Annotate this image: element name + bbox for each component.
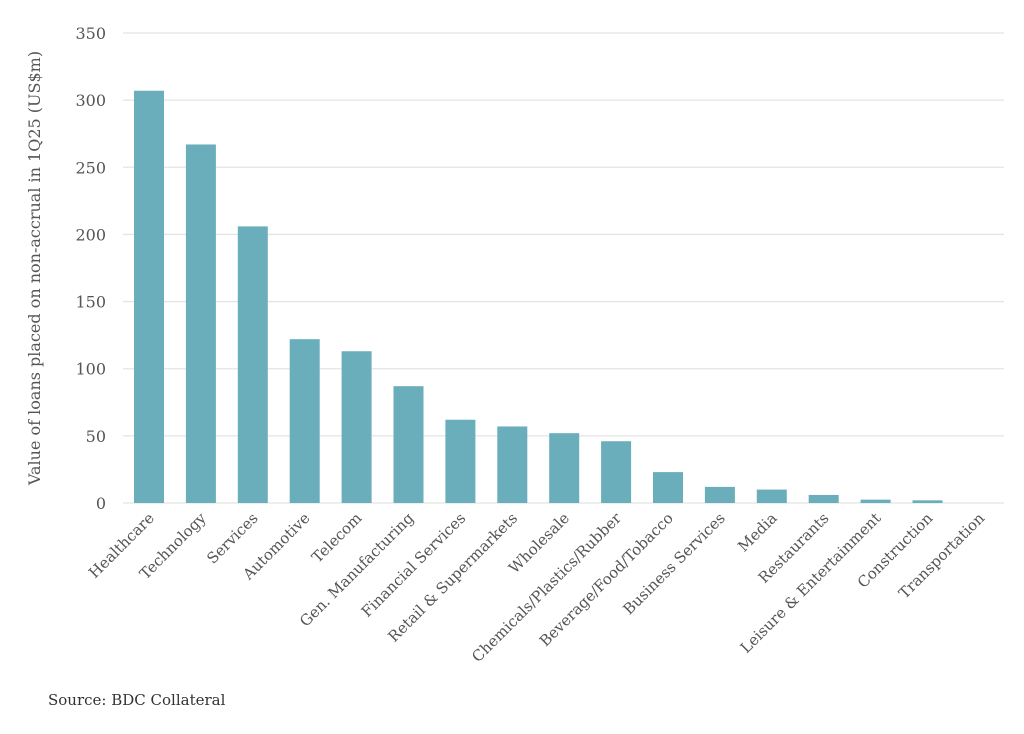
bar — [289, 339, 320, 503]
bar — [185, 144, 216, 503]
x-tick-label: Business Services — [620, 509, 729, 618]
bar — [393, 386, 424, 503]
bar — [134, 90, 164, 503]
source-note: Source: BDC Collateral — [48, 691, 226, 709]
y-tick-label: 100 — [75, 360, 106, 379]
bar — [860, 499, 891, 503]
bar — [497, 426, 528, 503]
bar — [445, 419, 476, 503]
y-axis-title: Value of loans placed on non-accrual in … — [25, 51, 44, 486]
gridlines — [123, 32, 1004, 504]
y-axis-ticks: 0 50 100 150 200 250 300 350 — [75, 24, 106, 513]
bar — [756, 489, 787, 503]
y-tick-label: 150 — [75, 293, 106, 312]
y-tick-label: 50 — [86, 427, 106, 446]
y-tick-label: 0 — [96, 494, 106, 513]
y-tick-label: 350 — [75, 24, 106, 43]
x-axis-labels: HealthcareTechnologyServicesAutomotiveTe… — [85, 509, 988, 666]
bar — [653, 472, 683, 503]
bars — [134, 90, 943, 503]
bar — [704, 486, 735, 503]
y-tick-label: 200 — [75, 225, 106, 244]
x-tick-label: Media — [734, 509, 780, 555]
bar — [341, 351, 372, 503]
y-tick-label: 300 — [75, 91, 106, 110]
y-tick-label: 250 — [75, 158, 106, 177]
bar — [808, 494, 839, 503]
bar — [549, 433, 580, 503]
bar — [912, 500, 943, 503]
bar — [237, 226, 268, 503]
bar — [601, 441, 632, 503]
